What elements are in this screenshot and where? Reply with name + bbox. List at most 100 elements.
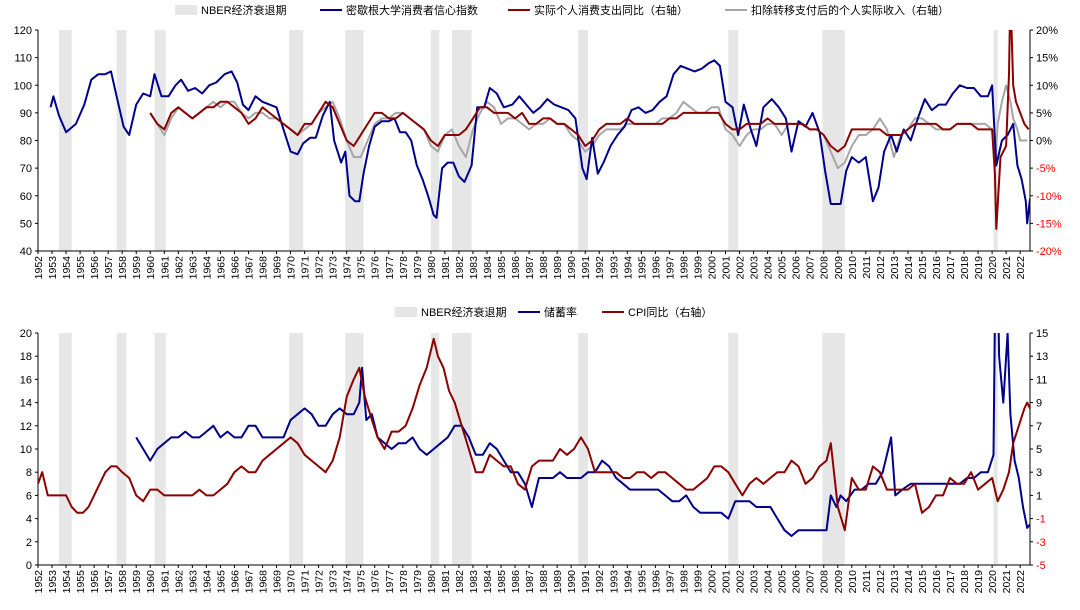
x-tick-label: 1973	[328, 570, 340, 594]
x-tick-label: 1989	[552, 256, 564, 280]
x-tick-label: 1989	[552, 570, 564, 594]
left-tick-label: 16	[20, 374, 32, 386]
x-tick-label: 1990	[566, 256, 578, 280]
x-tick-label: 2016	[931, 570, 943, 594]
x-tick-label: 1994	[622, 570, 634, 594]
x-tick-label: 2022	[1015, 570, 1027, 594]
x-tick-label: 1986	[510, 256, 522, 280]
x-tick-label: 1981	[440, 256, 452, 280]
x-tick-label: 1997	[664, 570, 676, 594]
x-tick-label: 1956	[89, 570, 101, 594]
x-tick-label: 2001	[721, 256, 733, 280]
x-tick-label: 1985	[496, 570, 508, 594]
x-tick-label: 2014	[903, 570, 915, 594]
x-tick-label: 2004	[763, 256, 775, 280]
x-tick-label: 1970	[286, 256, 298, 280]
x-tick-label: 2020	[987, 256, 999, 280]
top-chart: 40 50 60 70 80 90 100 110 120 -20% -15% -10% -5% 0% 5%…	[14, 3, 1062, 280]
x-tick-label: 2013	[889, 256, 901, 280]
x-tick-label: 1995	[636, 256, 648, 280]
x-tick-label: 2010	[847, 570, 859, 594]
x-tick-label: 1957	[103, 256, 115, 280]
x-tick-label: 1965	[215, 256, 227, 280]
right-tick-label: -3	[1036, 537, 1046, 549]
x-tick-label: 2013	[889, 570, 901, 594]
legend-label: 储蓄率	[544, 305, 577, 319]
x-tick-label: 1984	[482, 256, 494, 280]
x-tick-label: 2018	[959, 256, 971, 280]
recession-band	[59, 333, 72, 565]
x-tick-label: 2020	[987, 570, 999, 594]
x-tick-label: 1966	[229, 256, 241, 280]
legend-label: 扣除转移支付后的个人实际收入（右轴）	[751, 3, 949, 17]
x-tick-label: 1952	[33, 256, 45, 280]
left-tick-label: 6	[26, 490, 32, 502]
x-tick-label: 1987	[524, 256, 536, 280]
right-tick-label: -10%	[1036, 191, 1062, 203]
right-tick-label: 5	[1036, 444, 1042, 456]
right-tick-label: 1	[1036, 490, 1042, 502]
x-tick-label: 1953	[47, 256, 59, 280]
x-tick-label: 1997	[664, 256, 676, 280]
x-tick-label: 1968	[257, 570, 269, 594]
left-tick-label: 70	[20, 163, 32, 175]
x-tick-label: 2011	[861, 570, 873, 593]
x-tick-label: 1957	[103, 570, 115, 594]
x-tick-label: 2017	[945, 256, 957, 280]
left-tick-label: 80	[20, 136, 32, 148]
x-tick-label: 1982	[454, 256, 466, 280]
x-tick-label: 1975	[356, 256, 368, 280]
series-line-1	[49, 59, 1030, 225]
x-tick-label: 2009	[833, 256, 845, 280]
recession-band	[822, 30, 845, 251]
recession-band	[728, 333, 739, 565]
x-tick-label: 1976	[370, 256, 382, 280]
right-tick-label: 13	[1036, 351, 1048, 363]
x-tick-label: 1978	[398, 570, 410, 594]
legend: NBER经济衰退期 密歇根大学消费者信心指数 实际个人消费支出同比（右轴） 扣除转移支…	[175, 3, 949, 17]
right-tick-label: 20%	[1036, 25, 1058, 37]
x-tick-label: 1962	[173, 256, 185, 280]
legend-swatch-recession	[175, 5, 197, 15]
x-tick-label: 1970	[286, 570, 298, 594]
x-tick-label: 2014	[903, 256, 915, 280]
x-tick-label: 2009	[833, 570, 845, 594]
x-tick-label: 1978	[398, 256, 410, 280]
x-tick-label: 2000	[706, 256, 718, 280]
x-tick-label: 1982	[454, 570, 466, 594]
right-tick-label: 7	[1036, 421, 1042, 433]
right-tick-label: 9	[1036, 398, 1042, 410]
series-line-1	[135, 333, 1030, 537]
left-tick-label: 100	[14, 80, 32, 92]
left-tick-label: 2	[26, 537, 32, 549]
legend: NBER经济衰退期 储蓄率 CPI同比（右轴）	[395, 305, 712, 319]
recession-band	[993, 333, 998, 565]
x-tick-label: 1977	[384, 570, 396, 594]
x-tick-label: 1961	[159, 570, 171, 594]
left-tick-label: 18	[20, 351, 32, 363]
x-tick-label: 1962	[173, 570, 185, 594]
x-tick-label: 1993	[608, 570, 620, 594]
legend-label: NBER经济衰退期	[421, 305, 507, 319]
x-tick-label: 2001	[721, 570, 733, 594]
x-tick-label: 1960	[145, 570, 157, 594]
x-tick-label: 1999	[692, 570, 704, 594]
x-tick-label: 1972	[314, 570, 326, 594]
x-tick-label: 2022	[1015, 256, 1027, 280]
x-tick-label: 1961	[159, 256, 171, 280]
x-tick-label: 2004	[763, 570, 775, 594]
right-tick-label: 11	[1036, 374, 1047, 386]
x-tick-label: 1999	[692, 256, 704, 280]
x-tick-label: 2010	[847, 256, 859, 280]
legend-swatch-recession	[395, 307, 417, 317]
x-tick-label: 1971	[300, 570, 312, 594]
x-tick-label: 1983	[468, 256, 480, 280]
x-tick-label: 2015	[917, 256, 929, 280]
right-tick-label: -5	[1036, 560, 1046, 572]
x-tick-label: 1967	[243, 256, 255, 280]
x-tick-label: 2011	[861, 256, 873, 279]
x-tick-label: 1964	[201, 570, 213, 594]
x-tick-label: 1959	[131, 570, 143, 594]
